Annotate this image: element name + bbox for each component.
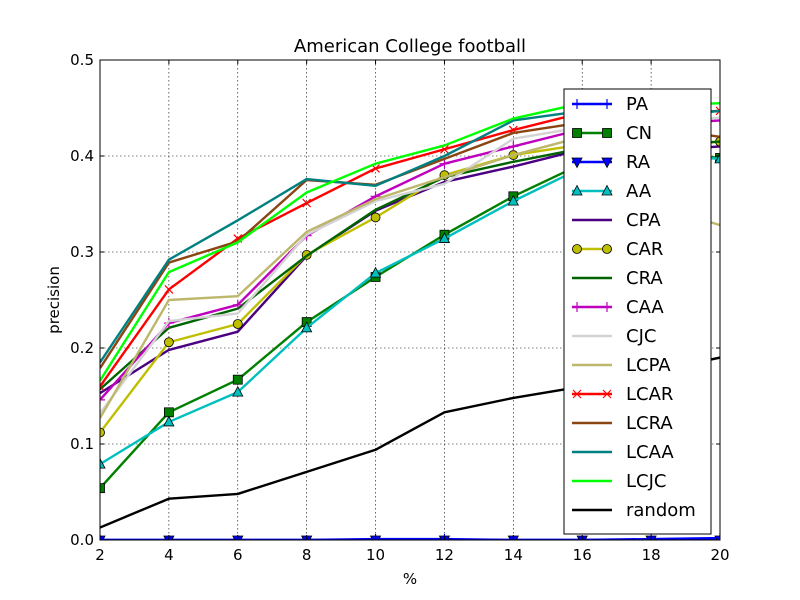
legend-label: CAA <box>626 297 664 318</box>
x-tick-label: 10 <box>366 546 385 564</box>
legend-item-cjc: CJC <box>572 326 656 347</box>
legend-label: LCAA <box>626 442 674 463</box>
x-tick-label: 2 <box>95 546 105 564</box>
legend-marker <box>602 302 612 312</box>
legend-item-cn: CN <box>572 123 652 144</box>
legend-label: LCPA <box>626 355 671 376</box>
data-point-car <box>232 319 243 329</box>
axis-ticks: 2 4 6 8 10 12 14 16 18 20 0.0 0.1 0.2 0.3 0.4 0.5 <box>70 51 729 564</box>
legend-item-lcpa: LCPA <box>572 355 671 376</box>
data-point-cn <box>232 374 243 385</box>
x-tick-label: 6 <box>233 546 243 564</box>
x-tick-label: 16 <box>573 546 592 564</box>
data-point-aa <box>507 194 519 206</box>
legend-label: AA <box>626 181 652 202</box>
data-point-aa <box>438 232 451 243</box>
y-axis-label: precision <box>45 266 63 334</box>
legend-label: CJC <box>626 326 656 347</box>
legend-item-cpa: CPA <box>572 210 661 231</box>
legend-marker <box>572 244 582 254</box>
y-tick-label: 0.3 <box>70 243 94 261</box>
legend-label: random <box>626 500 696 521</box>
x-tick-label: 20 <box>710 546 729 564</box>
data-point-car <box>100 427 105 438</box>
data-point-aa <box>301 321 313 333</box>
y-tick-label: 0.1 <box>70 435 94 453</box>
legend-label: LCRA <box>626 413 673 434</box>
data-point-cn <box>100 483 105 494</box>
data-point-caa <box>100 394 105 405</box>
plot-frame <box>99 59 721 541</box>
legend-label: PA <box>626 94 649 115</box>
x-tick-label: 18 <box>642 546 661 564</box>
data-point-ra <box>100 535 106 540</box>
legend-marker <box>571 184 583 196</box>
legend-item-lcaa: LCAA <box>572 442 674 463</box>
x-tick-label: 12 <box>435 546 454 564</box>
legend-item-cra: CRA <box>572 268 663 289</box>
x-tick-label: 4 <box>164 546 174 564</box>
legend-marker <box>571 157 583 169</box>
data-point-caa <box>232 299 243 310</box>
legend-marker <box>602 244 612 254</box>
data-point-caa <box>715 115 720 126</box>
legend-marker <box>602 389 612 399</box>
legend-item-random: random <box>572 500 696 521</box>
legend-marker <box>572 302 582 312</box>
legend-marker <box>601 157 613 169</box>
legend-item-lcra: LCRA <box>572 413 673 434</box>
y-tick-label: 0.5 <box>70 51 94 69</box>
x-tick-label: 14 <box>504 546 523 564</box>
legend-label: LCAR <box>626 384 673 405</box>
legend-marker <box>601 184 613 196</box>
legend-label: RA <box>626 152 651 173</box>
y-tick-label: 0.4 <box>70 147 94 165</box>
data-point-aa <box>369 266 382 278</box>
data-point-lcar <box>715 106 720 116</box>
legend-marker <box>572 99 582 109</box>
data-point-lcar <box>164 285 174 294</box>
legend-label: LCJC <box>626 471 666 492</box>
data-point-car <box>370 212 381 223</box>
data-point-aa <box>232 385 244 397</box>
legend-marker <box>572 128 582 138</box>
y-tick-label: 0.2 <box>70 339 94 357</box>
legend: PA CN RA AA CPA CAR CRA CAA CJC LCPA LCAR LCRA LCAA L… <box>563 88 712 535</box>
legend-item-ra: RA <box>571 152 651 173</box>
legend-marker <box>572 389 582 399</box>
data-point-car <box>163 337 174 348</box>
data-point-aa <box>100 457 106 469</box>
data-point-caa <box>508 141 519 152</box>
data-point-cn <box>163 407 174 418</box>
legend-item-lcjc: LCJC <box>572 471 666 492</box>
data-point-lcar <box>100 381 105 391</box>
legend-item-pa: PA <box>572 94 649 115</box>
legend-item-lcar: LCAR <box>572 384 673 405</box>
legend-marker <box>602 99 612 109</box>
legend-label: CRA <box>626 268 663 289</box>
data-point-aa <box>163 415 175 427</box>
legend-item-car: CAR <box>572 239 663 260</box>
legend-marker <box>602 128 612 138</box>
chart-title: American College football <box>294 36 526 57</box>
legend-label: CAR <box>626 239 663 260</box>
legend-label: CN <box>626 123 652 144</box>
data-point-lcar <box>302 198 312 208</box>
legend-item-aa: AA <box>571 181 652 202</box>
x-tick-label: 8 <box>302 546 312 564</box>
y-tick-label: 0.0 <box>70 531 94 549</box>
x-axis-label: % <box>403 570 417 588</box>
data-point-ra <box>714 535 720 540</box>
legend-item-caa: CAA <box>572 297 664 318</box>
legend-label: CPA <box>626 210 661 231</box>
data-point-caa <box>439 158 450 169</box>
